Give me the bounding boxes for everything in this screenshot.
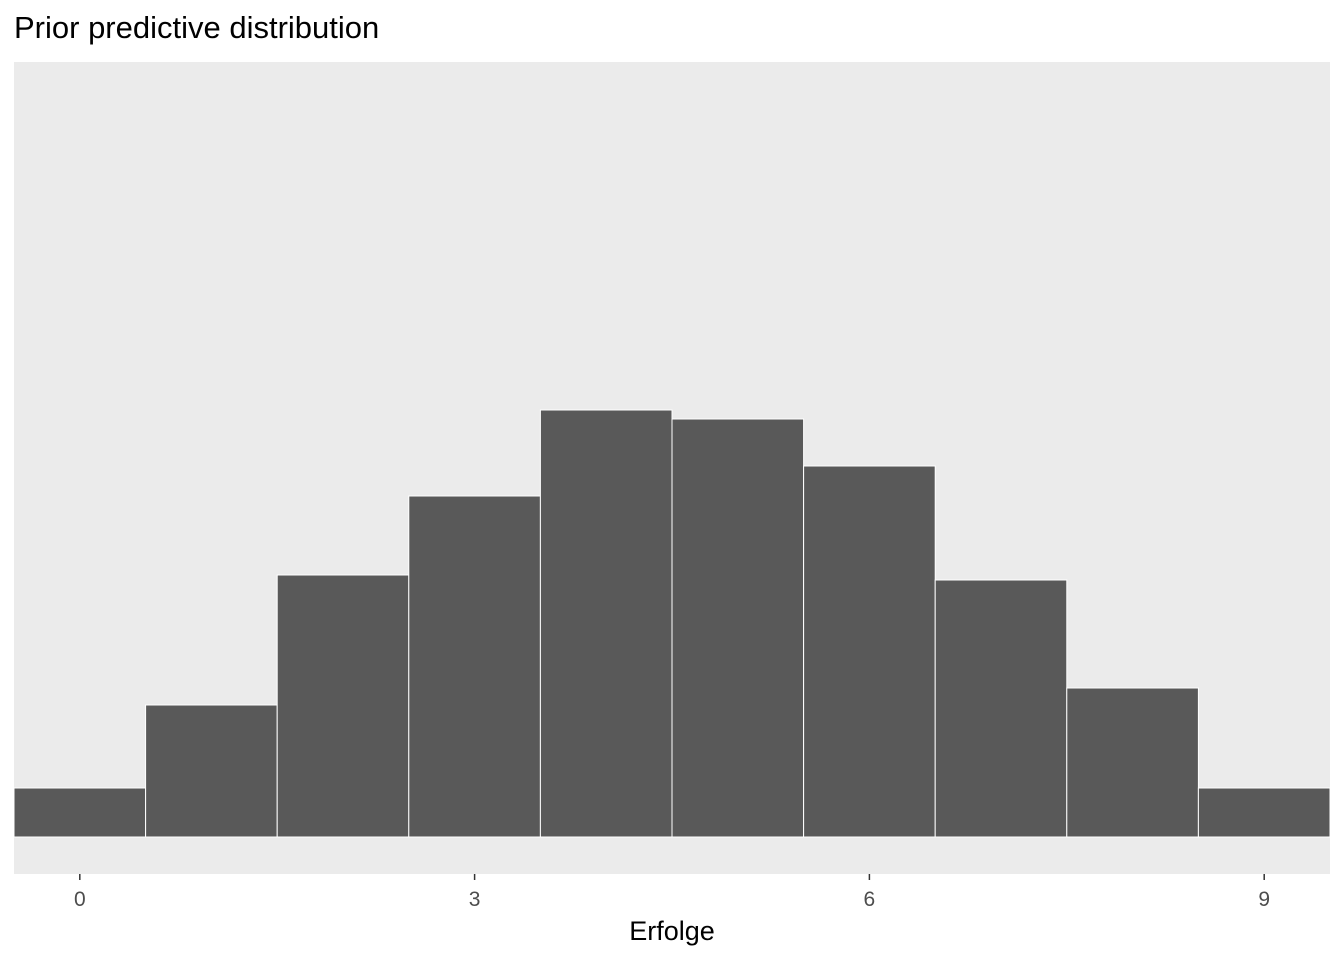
x-tick-label: 0 [74,888,86,911]
x-axis-title: Erfolge [629,916,715,946]
histogram-bar [276,574,410,838]
x-tick-label: 9 [1258,888,1270,911]
histogram-bar [1197,787,1331,838]
chart-title: Prior predictive distribution [14,10,380,45]
histogram-bar [934,579,1068,838]
x-tick-label: 6 [864,888,876,911]
bars-layer [13,409,1331,838]
histogram-bar [145,704,278,838]
histogram-bar [803,465,936,838]
histogram-bar [539,409,673,838]
histogram-bar [408,495,541,838]
histogram-bar [671,418,805,838]
histogram-bar [13,787,147,838]
histogram-bar [1066,687,1199,838]
x-tick-label: 3 [469,888,481,911]
x-axis-ticks: 0 3 6 9 [74,874,1270,911]
